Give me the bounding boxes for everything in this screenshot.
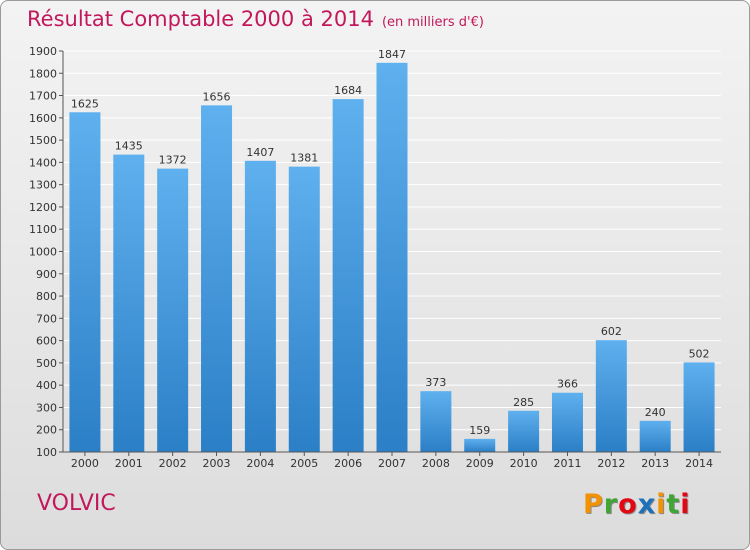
bar-value-label: 1625 (71, 97, 99, 110)
x-tick-label: 2009 (466, 457, 494, 470)
y-tick-label: 500 (36, 357, 57, 370)
bar-value-label: 602 (601, 325, 622, 338)
x-tick-label: 2010 (510, 457, 538, 470)
brand-letter: i (656, 489, 667, 520)
bar-value-label: 1847 (378, 48, 406, 61)
bar (639, 420, 671, 452)
bar (464, 438, 496, 452)
x-tick-label: 2000 (71, 457, 99, 470)
bar-value-label: 285 (513, 396, 534, 409)
bar-value-label: 1372 (159, 154, 187, 167)
y-tick-label: 1000 (29, 246, 57, 259)
x-tick-label: 2011 (553, 457, 581, 470)
brand-letter: P (583, 489, 604, 520)
bar (244, 160, 276, 452)
bar-value-label: 159 (469, 424, 490, 437)
x-tick-labels: 2000 2001 2002 2003 2004 2005 2006 2007 2008 2009… (71, 452, 713, 470)
bar (508, 410, 540, 452)
y-tick-label: 200 (36, 424, 57, 437)
bar (69, 112, 101, 452)
value-labels: 1625 1435 1372 1656 1407 1381 1684 1847 373 159 28… (71, 48, 710, 437)
bar (551, 392, 583, 452)
brand-letter: r (603, 489, 619, 520)
bar-value-label: 373 (425, 376, 446, 389)
bar (201, 105, 233, 452)
y-tick-label: 1900 (29, 45, 57, 58)
x-tick-label: 2014 (685, 457, 713, 470)
y-tick-label: 300 (36, 401, 57, 414)
y-tick-label: 400 (36, 379, 57, 392)
x-tick-label: 2007 (378, 457, 406, 470)
brand-letter: i (680, 489, 691, 520)
bar (420, 391, 452, 452)
y-tick-labels: 100 200 300 400 500 600 700 800 900 1000 1100 1200 1… (29, 45, 57, 459)
brand-letter: o (618, 489, 638, 520)
bar-value-label: 1407 (246, 146, 274, 159)
bar-value-label: 240 (645, 406, 666, 419)
x-tick-label: 2002 (159, 457, 187, 470)
y-tick-label: 800 (36, 290, 57, 303)
chart-subtitle: (en milliers d'€) (381, 15, 484, 30)
bar (683, 362, 715, 452)
y-tick-label: 600 (36, 335, 57, 348)
y-tick-label: 1400 (29, 156, 57, 169)
bar-value-label: 1381 (290, 152, 318, 165)
chart-title: Résultat Comptable 2000 à 2014 (en millie… (27, 7, 484, 31)
y-tick-label: 100 (36, 446, 57, 459)
x-tick-label: 2006 (334, 457, 362, 470)
bar-value-label: 1656 (203, 90, 231, 103)
x-tick-label: 2003 (203, 457, 231, 470)
bar (376, 62, 408, 452)
bar (595, 340, 627, 452)
y-tick-label: 1500 (29, 134, 57, 147)
y-tick-label: 900 (36, 268, 57, 281)
y-tick-label: 700 (36, 312, 57, 325)
bar (288, 166, 320, 452)
x-tick-label: 2001 (115, 457, 143, 470)
x-tick-label: 2012 (597, 457, 625, 470)
x-tick-label: 2013 (641, 457, 669, 470)
y-tick-label: 1600 (29, 112, 57, 125)
x-tick-label: 2008 (422, 457, 450, 470)
y-tick-label: 1200 (29, 201, 57, 214)
y-tick-label: 1800 (29, 67, 57, 80)
bars (69, 62, 715, 453)
bar (332, 99, 364, 453)
y-tick-label: 1300 (29, 179, 57, 192)
bar (157, 168, 189, 453)
location-label: VOLVIC (37, 491, 116, 516)
bar (113, 154, 145, 452)
bar-value-label: 366 (557, 378, 578, 391)
y-tick-label: 1100 (29, 223, 57, 236)
bar-value-label: 1684 (334, 84, 362, 97)
axes (62, 51, 721, 453)
brand-letter: t (666, 489, 681, 520)
chart-title-text: Résultat Comptable 2000 à 2014 (27, 7, 374, 31)
x-tick-label: 2005 (290, 457, 318, 470)
brand-letter: x (637, 489, 657, 520)
bar-value-label: 502 (689, 347, 710, 360)
bar-value-label: 1435 (115, 140, 143, 153)
y-tick-label: 1700 (29, 90, 57, 103)
brand-logo: Proxiti (583, 489, 691, 520)
x-tick-label: 2004 (246, 457, 274, 470)
